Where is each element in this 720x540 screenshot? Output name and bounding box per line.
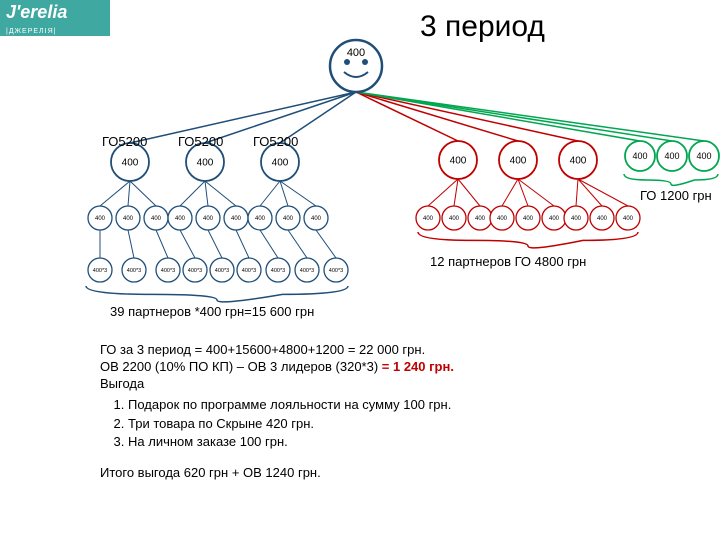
go-green-label: ГО 1200 грн (640, 188, 715, 205)
svg-text:400*3: 400*3 (161, 268, 175, 274)
svg-text:400: 400 (283, 216, 294, 222)
red-caption: 12 партнеров ГО 4800 грн (430, 254, 600, 271)
go-label-1: ГО5200 (102, 134, 147, 151)
svg-text:400: 400 (632, 151, 647, 161)
svg-text:400: 400 (123, 216, 134, 222)
svg-text:400: 400 (449, 216, 460, 222)
svg-text:400: 400 (497, 216, 508, 222)
svg-text:400: 400 (272, 158, 289, 169)
formula-line-2: ОВ 2200 (10% ПО КП) – ОВ 3 лидеров (320*… (100, 359, 660, 376)
svg-text:400: 400 (122, 158, 139, 169)
svg-text:400: 400 (549, 216, 560, 222)
svg-text:400: 400 (347, 47, 365, 59)
svg-text:400: 400 (175, 216, 186, 222)
svg-text:400*3: 400*3 (127, 268, 141, 274)
go-label-3: ГО5200 (253, 134, 298, 151)
formula-line-1: ГО за 3 период = 400+15600+4800+1200 = 2… (100, 342, 660, 359)
svg-text:400*3: 400*3 (93, 268, 107, 274)
svg-text:400: 400 (597, 216, 608, 222)
svg-text:400*3: 400*3 (188, 268, 202, 274)
svg-text:400: 400 (664, 151, 679, 161)
benefit-2: Три товара по Скрыне 420 грн. (128, 416, 660, 433)
benefit-list: Подарок по программе лояльности на сумму… (100, 397, 660, 452)
benefit-1: Подарок по программе лояльности на сумму… (128, 397, 660, 414)
blue-caption: 39 партнеров *400 грн=15 600 грн (110, 304, 370, 321)
svg-text:400: 400 (510, 156, 527, 167)
svg-text:400: 400 (450, 156, 467, 167)
formula-block: ГО за 3 период = 400+15600+4800+1200 = 2… (100, 342, 660, 482)
svg-text:400: 400 (523, 216, 534, 222)
svg-text:400: 400 (475, 216, 486, 222)
svg-text:400: 400 (570, 156, 587, 167)
svg-text:400*3: 400*3 (271, 268, 285, 274)
svg-text:400: 400 (623, 216, 634, 222)
formula-line-3: Выгода (100, 376, 660, 393)
benefit-3: На личном заказе 100 грн. (128, 434, 660, 451)
svg-text:400: 400 (423, 216, 434, 222)
svg-text:400*3: 400*3 (215, 268, 229, 274)
svg-text:400: 400 (255, 216, 266, 222)
svg-text:400*3: 400*3 (300, 268, 314, 274)
go-label-2: ГО5200 (178, 134, 223, 151)
formula-total: Итого выгода 620 грн + ОВ 1240 грн. (100, 465, 660, 482)
svg-text:400*3: 400*3 (329, 268, 343, 274)
svg-text:400: 400 (696, 151, 711, 161)
svg-text:400: 400 (231, 216, 242, 222)
svg-text:400: 400 (571, 216, 582, 222)
svg-text:400: 400 (95, 216, 106, 222)
svg-text:400: 400 (197, 158, 214, 169)
svg-text:400: 400 (151, 216, 162, 222)
svg-text:400: 400 (311, 216, 322, 222)
svg-text:400: 400 (203, 216, 214, 222)
svg-text:400*3: 400*3 (242, 268, 256, 274)
